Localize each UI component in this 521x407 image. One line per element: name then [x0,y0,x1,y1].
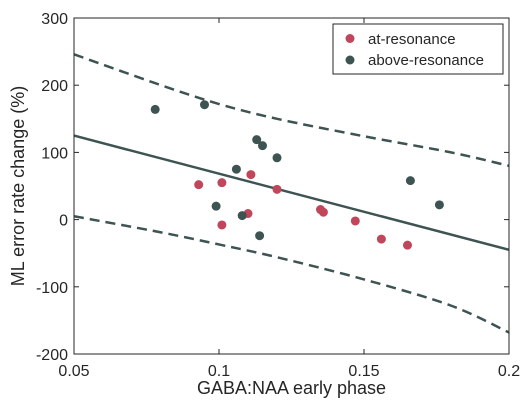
y-tick-label: 100 [41,145,68,162]
legend-label-above-resonance: above-resonance [368,52,484,69]
legend-marker-at-resonance [345,34,355,43]
point-at-resonance [246,170,256,180]
legend: at-resonance above-resonance [332,23,504,75]
x-axis-label: GABA:NAA early phase [197,378,386,398]
point-above-resonance [211,201,221,211]
point-at-resonance [350,216,360,226]
y-tick-label: -100 [36,280,68,297]
point-at-resonance [403,240,412,250]
point-at-resonance [376,234,386,244]
legend-box [332,23,504,75]
point-above-resonance [200,100,209,110]
point-at-resonance [194,180,204,190]
point-above-resonance [272,153,282,163]
x-tick-label: 0.05 [58,363,89,380]
y-axis-ticks: -200 -100 0 100 200 300 [36,11,509,364]
confidence-band [73,53,510,334]
point-at-resonance [318,207,328,217]
point-above-resonance [255,231,265,241]
point-above-resonance [237,211,247,221]
y-tick-label: 300 [41,11,68,28]
point-above-resonance [434,200,444,210]
x-tick-label: 0.2 [498,363,520,380]
fit-line-group [73,134,510,252]
plot-frame [73,17,510,355]
point-above-resonance [405,176,415,186]
y-tick-label: 0 [59,213,68,230]
x-tick-label: 0.15 [348,363,379,380]
fit-line [73,134,510,252]
confidence-band-lower [73,215,510,334]
confidence-band-upper [73,53,510,168]
y-axis-label: ML error rate change (%) [8,86,28,286]
legend-marker-above-resonance [345,55,355,65]
legend-label-at-resonance: at-resonance [368,31,456,48]
x-axis-ticks: 0.05 0.1 0.15 0.2 [58,18,520,380]
point-above-resonance [150,104,160,114]
point-above-resonance [231,164,241,174]
x-tick-label: 0.1 [208,363,230,380]
data-points [150,100,444,250]
point-at-resonance [217,178,227,188]
point-above-resonance [252,135,262,145]
y-tick-label: -200 [36,347,68,364]
point-at-resonance [272,184,282,194]
point-at-resonance [217,220,227,230]
point-above-resonance [258,141,267,151]
y-tick-label: 200 [41,78,68,95]
